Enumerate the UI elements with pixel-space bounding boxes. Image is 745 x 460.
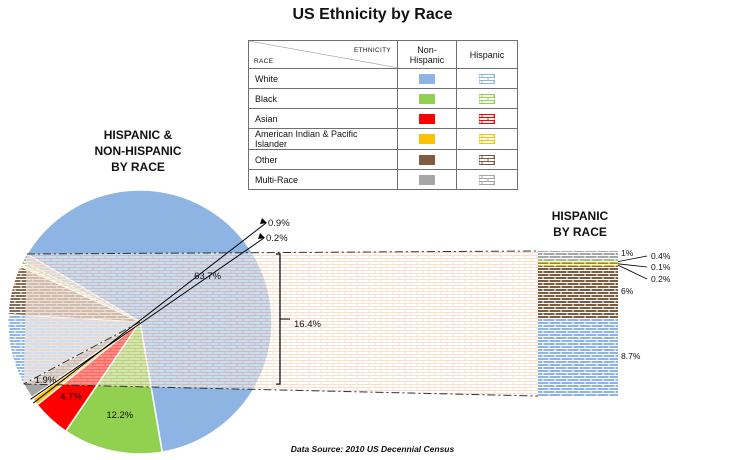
legend-label-american-indian-pacific-islander: American Indian & Pacific Islander bbox=[248, 128, 398, 150]
legend-label-asian: Asian bbox=[248, 108, 398, 129]
legend-row-american-indian-pacific-islander: American Indian & Pacific Islander bbox=[248, 128, 518, 150]
legend-table: ETHNICITY RACE Non-Hispanic Hispanic Whi… bbox=[248, 40, 518, 190]
label-layer: 63.7%12.2%4.7%0.9%0.2%1.9%16.4% bbox=[30, 218, 321, 421]
legend-swatch-nonhispanic-multi-race bbox=[419, 174, 435, 185]
bar-title-line-1: HISPANIC bbox=[551, 209, 609, 223]
bar-label-multi-race: 1% bbox=[621, 248, 634, 258]
callout-line-american-indian-pacific-islander bbox=[32, 222, 267, 404]
bar-layer: 8.7% 6% 0.2% 0.1%0.4% 1% bbox=[23, 248, 671, 397]
legend-hispanic-cell-multi-race bbox=[456, 169, 518, 190]
bar-segment-white bbox=[538, 319, 618, 396]
legend-swatch-nonhispanic-other bbox=[419, 154, 435, 165]
legend-hispanic-cell-other bbox=[456, 149, 518, 170]
legend-nonhispanic-cell-other bbox=[397, 149, 457, 170]
bar-label-asian: 0.1% bbox=[651, 262, 671, 272]
legend-swatch-hispanic-other bbox=[478, 154, 496, 166]
pie-label-hispanic-hispanic: 16.4% bbox=[294, 319, 321, 330]
legend-swatch-hispanic-american-indian-pacific-islander bbox=[478, 133, 496, 145]
legend-race-label: RACE bbox=[254, 58, 274, 65]
legend-label-black: Black bbox=[248, 88, 398, 109]
data-source-note: Data Source: 2010 US Decennial Census bbox=[290, 444, 455, 454]
legend-nonhispanic-cell-black bbox=[397, 88, 457, 109]
pie-title-line-2: NON-HISPANIC bbox=[94, 144, 182, 158]
bar-segment-black bbox=[538, 259, 618, 264]
bar-label-white: 8.7% bbox=[621, 351, 641, 361]
hispanic-slice-edge bbox=[23, 321, 141, 385]
legend-hispanic-header: Hispanic bbox=[456, 40, 518, 69]
pie-title-line-3: BY RACE bbox=[111, 160, 165, 174]
connector-line-top bbox=[26, 250, 539, 255]
legend-header-row: ETHNICITY RACE Non-Hispanic Hispanic bbox=[248, 40, 518, 69]
pie-label-black: 12.2% bbox=[106, 410, 133, 421]
legend-body: White Black Asian American Indian & Pacific… bbox=[248, 68, 518, 190]
bar-callout-american-indian-pacific-islander bbox=[617, 264, 648, 280]
bar-segment-other bbox=[538, 266, 618, 320]
bar-label-black: 0.4% bbox=[651, 251, 671, 261]
legend-corner-header: ETHNICITY RACE bbox=[248, 40, 399, 69]
legend-row-black: Black bbox=[248, 88, 518, 109]
legend-swatch-nonhispanic-asian bbox=[419, 113, 435, 124]
legend-swatch-hispanic-multi-race bbox=[478, 174, 496, 186]
pie-title-line-1: HISPANIC & bbox=[103, 128, 173, 142]
bar-label-other: 6% bbox=[621, 286, 634, 296]
legend-row-other: Other bbox=[248, 149, 518, 170]
legend-swatch-hispanic-black bbox=[478, 93, 496, 105]
pie-label-multi-race: 1.9% bbox=[35, 375, 57, 386]
legend-swatch-hispanic-white bbox=[478, 73, 496, 85]
legend-swatch-hispanic-asian bbox=[478, 113, 496, 125]
legend-nonhispanic-header: Non-Hispanic bbox=[397, 40, 457, 69]
legend-swatch-nonhispanic-white bbox=[419, 73, 435, 84]
bar-segment-asian bbox=[538, 263, 618, 265]
callout-line-other bbox=[30, 237, 265, 400]
legend-nonhispanic-cell-american-indian-pacific-islander bbox=[397, 128, 457, 150]
connector-line-bottom bbox=[23, 383, 539, 397]
legend-label-other: Other bbox=[248, 149, 398, 170]
chart-title: US Ethnicity by Race bbox=[292, 6, 453, 23]
legend-nonhispanic-cell-white bbox=[397, 68, 457, 89]
legend-hispanic-cell-american-indian-pacific-islander bbox=[456, 128, 518, 150]
legend-label-white: White bbox=[248, 68, 398, 89]
bar-callout-asian bbox=[617, 263, 648, 268]
bar-label-american-indian-pacific-islander: 0.2% bbox=[651, 274, 671, 284]
legend-ethnicity-label: ETHNICITY bbox=[353, 47, 391, 54]
bar-title-line-2: BY RACE bbox=[553, 225, 607, 239]
legend-row-multi-race: Multi-Race bbox=[248, 169, 518, 190]
legend-label-multi-race: Multi-Race bbox=[248, 169, 398, 190]
bar-title: HISPANIC BY RACE bbox=[520, 208, 640, 240]
bar-segment-american-indian-pacific-islander bbox=[538, 264, 618, 267]
legend-hispanic-cell-asian bbox=[456, 108, 518, 129]
connector-band bbox=[23, 251, 539, 396]
bar-segment-multi-race bbox=[538, 251, 618, 260]
legend-corner-diagonal bbox=[249, 41, 399, 68]
callout-arrow-american-indian-pacific-islander bbox=[260, 218, 267, 224]
bar-callout-black bbox=[617, 255, 648, 263]
legend-nonhispanic-cell-asian bbox=[397, 108, 457, 129]
legend-row-white: White bbox=[248, 68, 518, 89]
legend-hispanic-cell-white bbox=[456, 68, 518, 89]
pie-label-american-indian-pacific-islander: 0.9% bbox=[268, 218, 290, 229]
legend-hispanic-cell-black bbox=[456, 88, 518, 109]
legend-nonhispanic-cell-multi-race bbox=[397, 169, 457, 190]
pie-title: HISPANIC & NON-HISPANIC BY RACE bbox=[78, 127, 198, 175]
pie-label-other: 0.2% bbox=[266, 233, 288, 244]
callout-arrow-other bbox=[258, 233, 265, 239]
legend-row-asian: Asian bbox=[248, 108, 518, 129]
legend-swatch-nonhispanic-black bbox=[419, 93, 435, 104]
pie-label-asian: 4.7% bbox=[60, 392, 82, 403]
legend-swatch-nonhispanic-american-indian-pacific-islander bbox=[419, 134, 435, 145]
